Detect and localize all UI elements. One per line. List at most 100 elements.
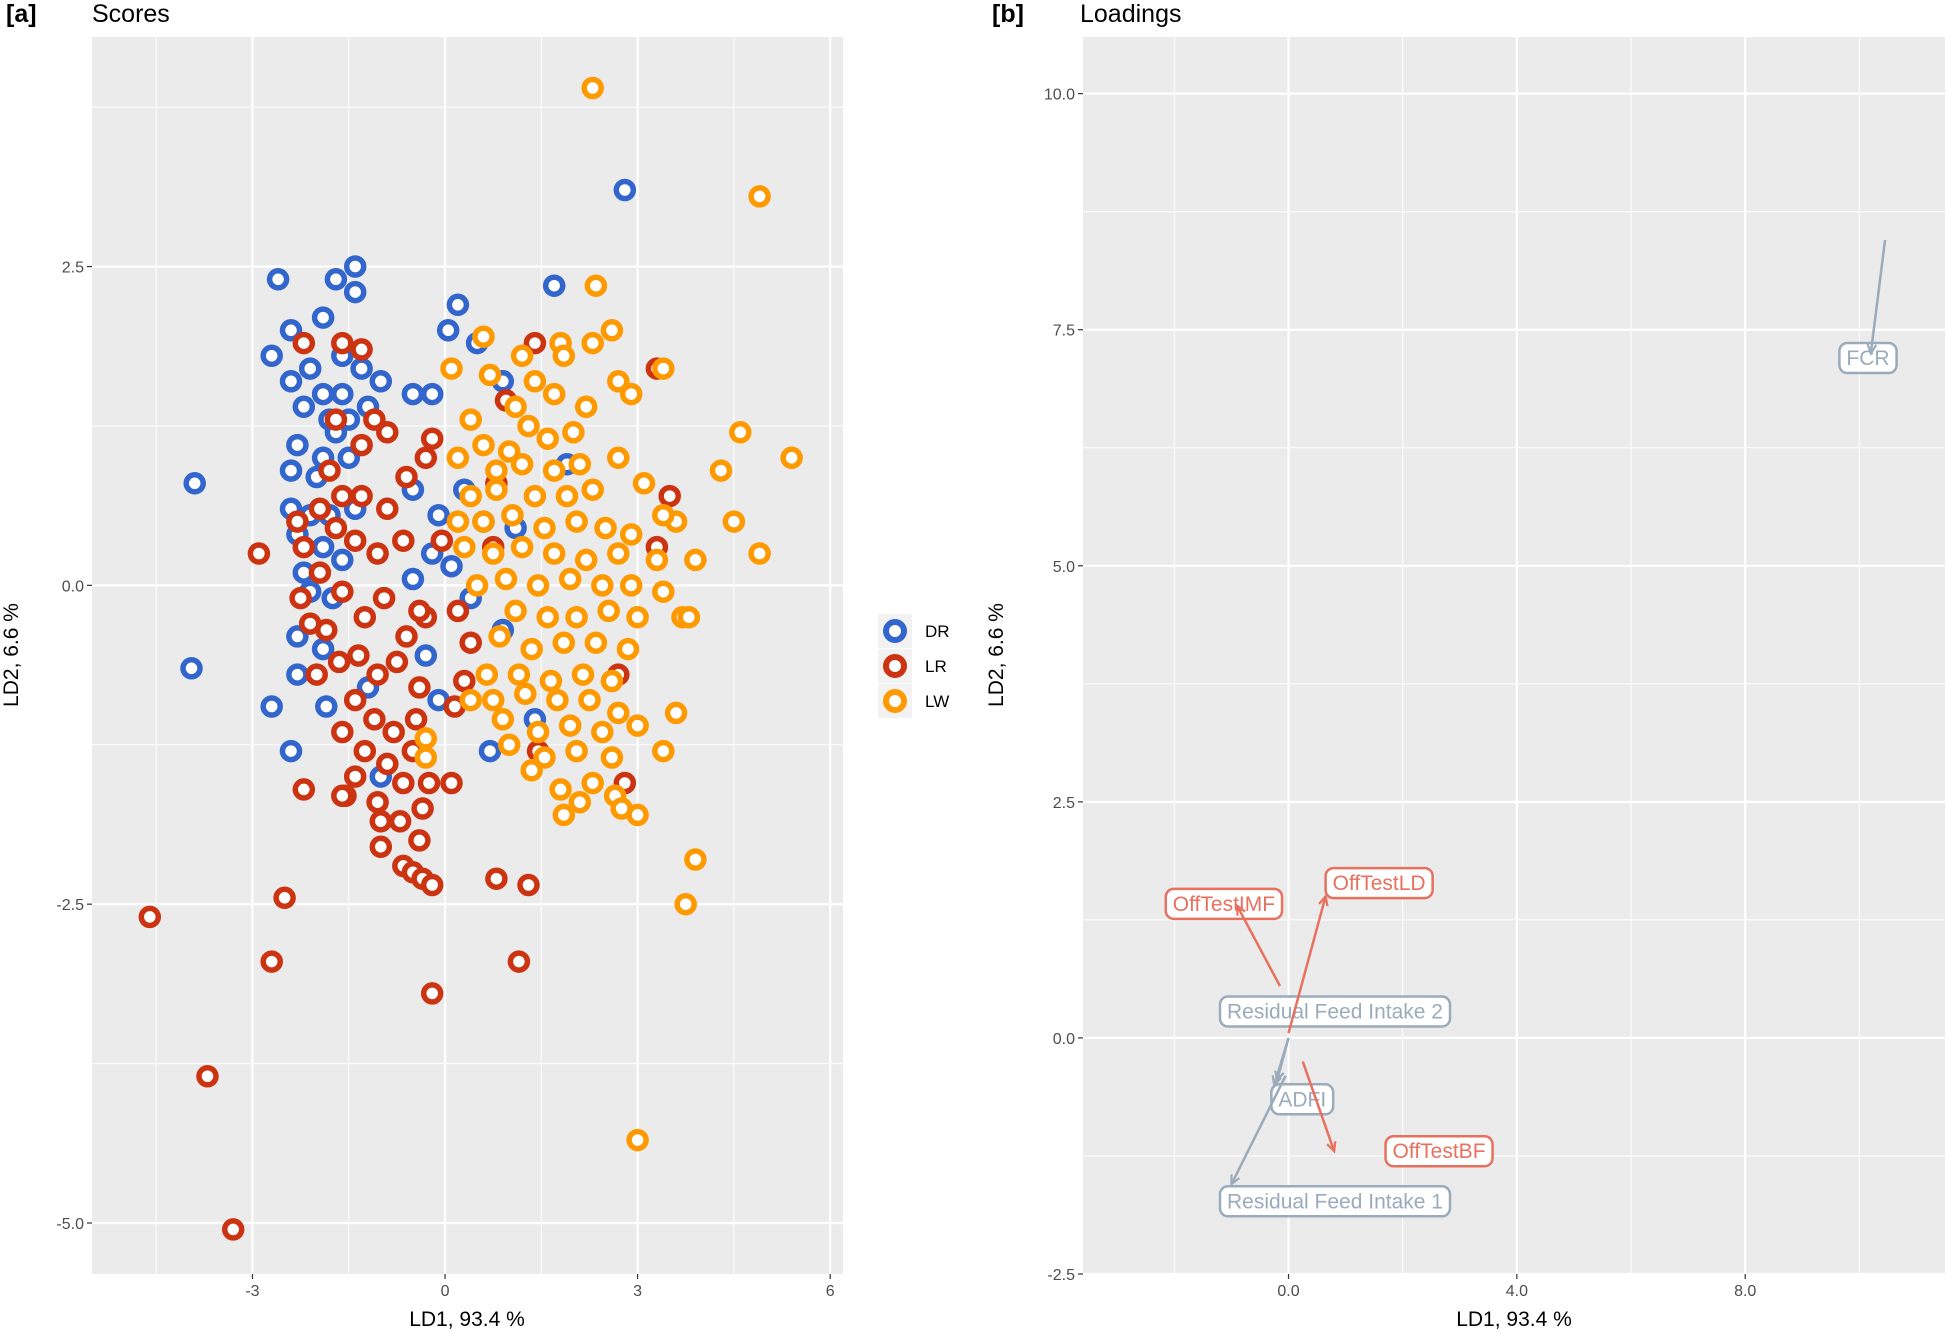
point-lr bbox=[411, 797, 434, 820]
point-dr bbox=[279, 370, 303, 393]
point-lw bbox=[594, 516, 617, 540]
arrow-shaft bbox=[1236, 905, 1282, 987]
y-tick-label: 5.0 bbox=[1053, 559, 1075, 576]
point-lw bbox=[539, 669, 563, 693]
point-lw bbox=[481, 542, 505, 565]
panel-b-plot-area bbox=[1083, 37, 1945, 1274]
point-lr bbox=[327, 650, 351, 674]
panel-a-plot-area bbox=[92, 37, 843, 1274]
point-lr bbox=[331, 331, 354, 355]
point-lr bbox=[523, 331, 547, 355]
point-lw bbox=[414, 746, 438, 769]
point-lw bbox=[645, 548, 669, 572]
point-lw bbox=[607, 446, 630, 470]
arrow-shaft bbox=[1869, 239, 1887, 354]
point-lw bbox=[520, 759, 543, 782]
panel-b-tick-labels: 0.0 4.0 8.0 -2.5 0.0 2.5 5.0 7.5 10.0 bbox=[1044, 87, 1757, 1300]
point-lr bbox=[353, 739, 377, 763]
point-lr bbox=[459, 631, 482, 654]
point-lw bbox=[478, 363, 502, 387]
point-lw bbox=[780, 446, 803, 470]
point-lr bbox=[517, 873, 540, 897]
panel-b-loadings: FCR OffTestLD OffTestIMF OffTestBF Residual … bbox=[1164, 239, 1898, 1218]
point-dr bbox=[183, 472, 206, 495]
point-lr bbox=[404, 708, 428, 731]
point-lw bbox=[523, 370, 547, 393]
point-lr bbox=[392, 771, 415, 795]
point-lw bbox=[494, 567, 518, 591]
panel-a-gridlines bbox=[92, 37, 843, 1274]
point-lw bbox=[619, 382, 643, 406]
x-tick-label: 6 bbox=[826, 1283, 835, 1300]
point-lr bbox=[331, 784, 354, 808]
point-lr bbox=[292, 331, 316, 355]
point-lw bbox=[510, 535, 534, 559]
point-lr bbox=[382, 720, 405, 744]
label-text: FCR bbox=[1846, 347, 1889, 370]
y-tick-label: 2.5 bbox=[62, 260, 84, 277]
point-lr bbox=[324, 516, 348, 540]
point-lw bbox=[600, 746, 624, 769]
label-box bbox=[1164, 887, 1284, 921]
point-lr bbox=[308, 561, 332, 584]
point-lr bbox=[372, 586, 396, 610]
point-lw bbox=[748, 185, 771, 208]
point-lr bbox=[369, 835, 393, 859]
point-lr bbox=[420, 982, 444, 1005]
point-lr bbox=[408, 599, 431, 623]
point-lw bbox=[440, 357, 463, 380]
point-lr bbox=[392, 529, 415, 552]
point-lr bbox=[289, 586, 312, 610]
point-dr bbox=[311, 382, 335, 406]
panel-a-tag: [a] bbox=[6, 0, 37, 28]
point-dr bbox=[343, 280, 367, 304]
point-lr bbox=[331, 580, 354, 603]
point-dr bbox=[292, 395, 316, 419]
point-lr bbox=[292, 778, 316, 801]
label-text: OffTestBF bbox=[1393, 1140, 1486, 1163]
point-lw bbox=[565, 510, 588, 533]
point-lr bbox=[440, 771, 463, 795]
point-dr bbox=[260, 344, 283, 368]
point-dr bbox=[286, 625, 309, 648]
legend-label-lw: LW bbox=[925, 692, 949, 711]
arrow-shaft bbox=[1230, 1075, 1287, 1185]
point-dr bbox=[446, 293, 470, 317]
point-lr bbox=[366, 790, 389, 814]
label-box bbox=[1218, 995, 1452, 1028]
y-tick-label: 10.0 bbox=[1044, 87, 1075, 104]
point-lr bbox=[305, 663, 328, 686]
point-dr bbox=[286, 433, 309, 457]
point-lr bbox=[350, 338, 373, 361]
point-lw bbox=[485, 478, 508, 501]
point-lw bbox=[520, 637, 543, 661]
point-dr bbox=[542, 274, 566, 297]
arrow-head bbox=[1866, 343, 1878, 356]
point-lw bbox=[584, 274, 608, 297]
point-lw bbox=[600, 669, 624, 693]
point-lw bbox=[510, 452, 534, 476]
point-lw bbox=[597, 599, 620, 623]
point-lw bbox=[581, 478, 604, 501]
x-tick-label: 8.0 bbox=[1734, 1283, 1756, 1300]
point-lr bbox=[273, 886, 296, 910]
panel-b-x-axis-title: LD1, 93.4 % bbox=[1456, 1308, 1572, 1331]
point-lr bbox=[331, 720, 354, 744]
arrow-head bbox=[1230, 1174, 1241, 1187]
point-lr bbox=[388, 810, 412, 833]
point-lr bbox=[376, 421, 399, 444]
point-lw bbox=[453, 535, 476, 559]
point-lw bbox=[542, 542, 566, 565]
point-lr bbox=[324, 408, 348, 431]
point-lr bbox=[221, 1218, 245, 1241]
point-lw bbox=[574, 548, 598, 572]
point-lr bbox=[350, 484, 373, 508]
point-lr bbox=[420, 427, 444, 450]
panel-b-y-axis-title: LD2, 6.6 % bbox=[985, 603, 1008, 707]
point-dr bbox=[279, 459, 303, 482]
point-dr bbox=[331, 382, 354, 406]
point-lr bbox=[408, 676, 431, 699]
point-lw bbox=[465, 574, 489, 597]
point-dr bbox=[324, 268, 348, 291]
